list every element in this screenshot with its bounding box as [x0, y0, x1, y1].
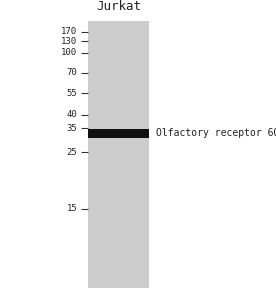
Text: 55: 55	[67, 88, 77, 98]
Text: Jurkat: Jurkat	[96, 1, 141, 13]
Text: 100: 100	[61, 48, 77, 57]
Text: Olfactory receptor 6Q1: Olfactory receptor 6Q1	[156, 128, 276, 139]
Bar	[88, 21, 149, 288]
Text: 25: 25	[67, 148, 77, 157]
Text: 170: 170	[61, 27, 77, 36]
Text: 35: 35	[67, 124, 77, 133]
Text: 130: 130	[61, 37, 77, 46]
Text: 70: 70	[67, 68, 77, 77]
Text: 15: 15	[67, 204, 77, 213]
Bar	[88, 129, 149, 138]
Text: 40: 40	[67, 110, 77, 119]
